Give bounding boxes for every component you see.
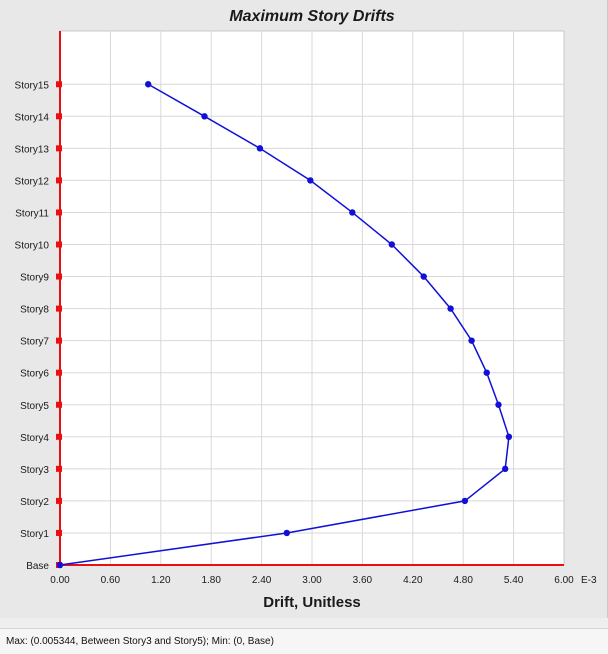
x-axis-unit: E-3 [581,575,597,586]
y-tick-label: Story14 [15,112,50,123]
y-tick-label: Story5 [20,401,49,412]
drift-line [59,83,510,566]
drift-point [307,177,314,184]
y-tick-label: Story7 [20,337,49,348]
x-tick-label: 3.00 [302,575,322,586]
x-axis-title: Drift, Unitless [263,594,361,611]
x-tick-label: 0.00 [50,575,70,586]
y-tick-label: Base [26,561,49,572]
chart-title: Maximum Story Drifts [229,8,394,25]
y-tick-label: Story11 [15,208,49,219]
separator [0,618,608,628]
x-tick-label: 2.40 [252,575,272,586]
drift-point [420,273,427,280]
x-tick-label: 5.40 [504,575,524,586]
drift-chart: Maximum Story Drifts 0.00 0.60 1.20 1.80 2.4… [15,8,597,611]
x-tick-label: 3.60 [353,575,373,586]
y-tick-label: Story10 [15,241,50,252]
x-tick-label: 6.00 [554,575,574,586]
y-tick-label: Story1 [20,529,49,540]
y-tick-label: Story8 [20,305,49,316]
axes [56,31,564,568]
drift-point [145,81,152,88]
y-tick-label: Story4 [20,433,49,444]
drift-point [505,433,513,440]
plot-panel: Maximum Story Drifts 0.00 0.60 1.20 1.80 2.4… [14,0,608,618]
drift-point [349,209,356,216]
drift-point [483,369,490,376]
drift-point [495,401,502,408]
y-tick-label: Story12 [15,176,50,187]
x-tick-label: 1.20 [151,575,171,586]
x-tick-label: 4.20 [403,575,423,586]
y-tick-label: Story3 [20,465,49,476]
x-tick-label: 1.80 [201,575,221,586]
x-tick-label: 0.60 [101,575,121,586]
drift-point [447,305,454,312]
x-tick-label: 4.80 [453,575,473,586]
drift-point [468,337,475,344]
drift-point [502,465,509,473]
y-tick-label: Story9 [20,273,49,284]
y-tick-label: Story6 [20,369,49,380]
y-tick-label: Story2 [20,497,49,508]
drift-point [201,113,208,120]
y-tick-label: Story13 [15,144,50,155]
drift-point [56,561,64,569]
drift-series [56,81,513,569]
drift-point [461,497,469,505]
x-tick-labels: 0.00 0.60 1.20 1.80 2.40 3.00 3.60 4.20 4.80 5.40… [50,575,574,586]
y-tick-label: Story15 [15,80,50,91]
y-tick-labels: Base Story1 Story2 Story3 Story4 Story5 Story6… [15,80,50,572]
status-bar: Max: (0.005344, Between Story3 and Story… [0,628,608,654]
drift-point [388,241,395,248]
drift-point [283,529,290,537]
drift-point [256,145,264,152]
grid-lines [60,31,564,565]
status-text: Max: (0.005344, Between Story3 and Story… [6,636,274,647]
